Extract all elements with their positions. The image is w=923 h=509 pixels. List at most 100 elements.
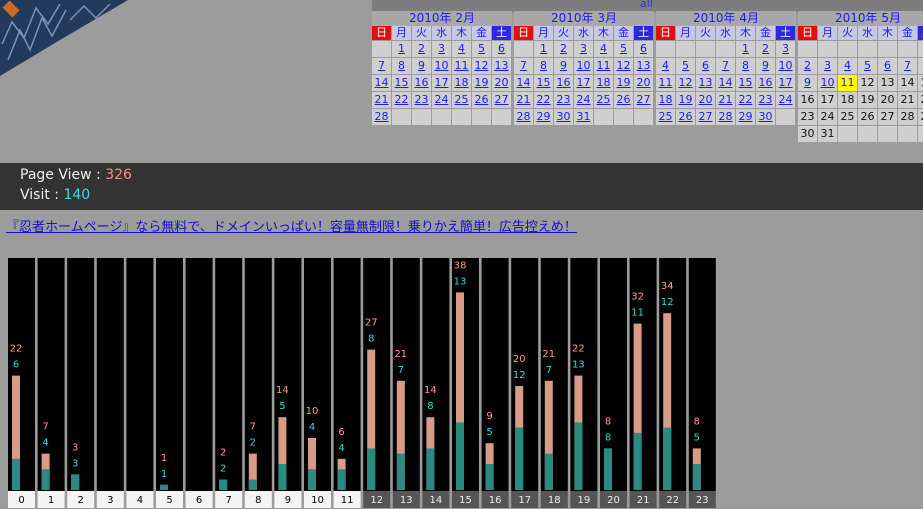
calendar-day[interactable]: 5 — [614, 41, 633, 57]
calendar-day[interactable]: 9 — [412, 58, 431, 74]
counter-link[interactable]: all — [640, 0, 653, 10]
calendar-day[interactable]: 11 — [594, 58, 613, 74]
calendar-day[interactable]: 18 — [656, 92, 675, 108]
calendar-day[interactable]: 29 — [736, 109, 755, 125]
calendar-day[interactable]: 11 — [452, 58, 471, 74]
calendar-day[interactable]: 28 — [372, 109, 391, 125]
calendar-day[interactable]: 19 — [614, 75, 633, 91]
calendar-day[interactable]: 11 — [656, 75, 675, 91]
calendar-day[interactable]: 14 — [514, 75, 533, 91]
calendar-day[interactable]: 26 — [614, 92, 633, 108]
calendar-day[interactable]: 8 — [392, 58, 411, 74]
calendar-day[interactable]: 22 — [736, 92, 755, 108]
calendar-day[interactable]: 20 — [696, 92, 715, 108]
calendar-day[interactable]: 15 — [736, 75, 755, 91]
calendar-day[interactable]: 26 — [472, 92, 491, 108]
calendar-day[interactable]: 28 — [514, 109, 533, 125]
calendar-day[interactable]: 21 — [716, 92, 735, 108]
calendar-day[interactable]: 5 — [472, 41, 491, 57]
calendar-day[interactable]: 13 — [492, 58, 511, 74]
calendar-day[interactable]: 27 — [696, 109, 715, 125]
calendar-day[interactable]: 9 — [756, 58, 775, 74]
calendar-day[interactable]: 1 — [736, 41, 755, 57]
calendar-day[interactable]: 7 — [514, 58, 533, 74]
calendar-day[interactable]: 23 — [554, 92, 573, 108]
calendar-day[interactable]: 17 — [574, 75, 593, 91]
calendar-day[interactable]: 2 — [798, 58, 817, 74]
calendar-day[interactable]: 12 — [472, 58, 491, 74]
calendar-day[interactable]: 5 — [858, 58, 877, 74]
calendar-day[interactable]: 16 — [756, 75, 775, 91]
calendar-day[interactable]: 9 — [554, 58, 573, 74]
calendar-day[interactable]: 16 — [554, 75, 573, 91]
calendar-day[interactable]: 12 — [676, 75, 695, 91]
calendar-day[interactable]: 7 — [716, 58, 735, 74]
calendar-day[interactable]: 6 — [634, 41, 653, 57]
calendar-day[interactable]: 19 — [676, 92, 695, 108]
calendar-day[interactable]: 1 — [392, 41, 411, 57]
calendar-day[interactable]: 27 — [492, 92, 511, 108]
calendar-day[interactable]: 6 — [492, 41, 511, 57]
calendar-day[interactable]: 1 — [534, 41, 553, 57]
calendar-day[interactable]: 4 — [452, 41, 471, 57]
calendar-day[interactable]: 28 — [716, 109, 735, 125]
calendar-day[interactable]: 21 — [372, 92, 391, 108]
calendar-day[interactable]: 24 — [776, 92, 795, 108]
calendar-day[interactable]: 19 — [472, 75, 491, 91]
calendar-day[interactable]: 26 — [676, 109, 695, 125]
calendar-day[interactable]: 27 — [634, 92, 653, 108]
calendar-day[interactable]: 1 — [918, 41, 923, 57]
calendar-day[interactable]: 18 — [594, 75, 613, 91]
calendar-day[interactable]: 8 — [534, 58, 553, 74]
calendar-day[interactable]: 30 — [554, 109, 573, 125]
calendar-day[interactable]: 25 — [452, 92, 471, 108]
calendar-day[interactable]: 3 — [574, 41, 593, 57]
calendar-day[interactable]: 24 — [432, 92, 451, 108]
calendar-day[interactable]: 21 — [514, 92, 533, 108]
calendar-day[interactable]: 17 — [776, 75, 795, 91]
calendar-day[interactable]: 14 — [716, 75, 735, 91]
calendar-day[interactable]: 23 — [756, 92, 775, 108]
calendar-day[interactable]: 30 — [756, 109, 775, 125]
calendar-day[interactable]: 12 — [614, 58, 633, 74]
calendar-day[interactable]: 10 — [776, 58, 795, 74]
calendar-day[interactable]: 10 — [432, 58, 451, 74]
calendar-day[interactable]: 8 — [736, 58, 755, 74]
calendar-day[interactable]: 18 — [452, 75, 471, 91]
calendar-day[interactable]: 13 — [696, 75, 715, 91]
calendar-day[interactable]: 6 — [878, 58, 897, 74]
calendar-day[interactable]: 31 — [574, 109, 593, 125]
calendar-day[interactable]: 10 — [818, 75, 837, 91]
calendar-day[interactable]: 4 — [594, 41, 613, 57]
ad-link[interactable]: 『忍者ホームページ』なら無料で、ドメインいっぱい！容量無制限！乗りかえ簡単！広告… — [6, 220, 577, 235]
calendar-day[interactable]: 20 — [492, 75, 511, 91]
calendar-day[interactable]: 2 — [412, 41, 431, 57]
calendar-day[interactable]: 23 — [412, 92, 431, 108]
calendar-day[interactable]: 7 — [898, 58, 917, 74]
calendar-day[interactable]: 4 — [838, 58, 857, 74]
calendar-day[interactable]: 10 — [574, 58, 593, 74]
calendar-day[interactable]: 4 — [656, 58, 675, 74]
calendar-day[interactable]: 13 — [634, 58, 653, 74]
calendar-day[interactable]: 3 — [776, 41, 795, 57]
calendar-day[interactable]: 24 — [574, 92, 593, 108]
calendar-day[interactable]: 17 — [432, 75, 451, 91]
calendar-day[interactable]: 20 — [634, 75, 653, 91]
calendar-day[interactable]: 2 — [756, 41, 775, 57]
calendar-day[interactable]: 15 — [534, 75, 553, 91]
calendar-day[interactable]: 11 — [838, 75, 857, 91]
calendar-day[interactable]: 22 — [392, 92, 411, 108]
calendar-day[interactable]: 29 — [534, 109, 553, 125]
calendar-day[interactable]: 22 — [534, 92, 553, 108]
calendar-day[interactable]: 2 — [554, 41, 573, 57]
calendar-day[interactable]: 9 — [798, 75, 817, 91]
calendar-day[interactable]: 16 — [412, 75, 431, 91]
calendar-day[interactable]: 3 — [818, 58, 837, 74]
calendar-day[interactable]: 14 — [372, 75, 391, 91]
calendar-day[interactable]: 15 — [392, 75, 411, 91]
calendar-day[interactable]: 25 — [594, 92, 613, 108]
calendar-day[interactable]: 7 — [372, 58, 391, 74]
calendar-day[interactable]: 8 — [918, 58, 923, 74]
calendar-day[interactable]: 5 — [676, 58, 695, 74]
calendar-day[interactable]: 25 — [656, 109, 675, 125]
